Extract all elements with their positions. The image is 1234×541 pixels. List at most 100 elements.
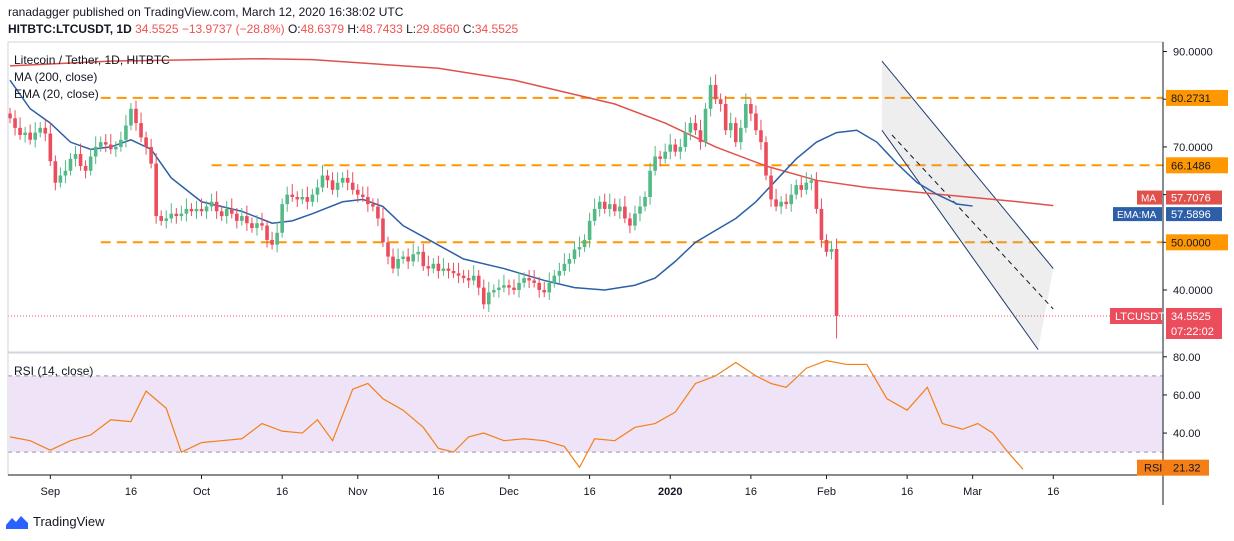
candle-body [713,84,718,100]
candle-body [708,84,713,109]
candle-body [401,256,405,259]
candle-body [103,142,108,145]
candle-body [355,189,360,195]
time-tick-label: 16 [432,486,444,498]
rsi-tag-box [1137,459,1209,476]
candle-body [431,263,436,269]
ema-tag-box [1166,207,1222,222]
candle-body [658,156,662,159]
channel-lower-line [881,129,1039,350]
tradingview-logo-icon [6,515,28,529]
symbol-ohlc-line: HITBTC:LTCUSDT, 1D 34.5525 −13.9737 (−28… [8,22,518,36]
ema-tag-value: 57.5896 [1171,209,1211,221]
candle-body [366,197,370,205]
candle-body [663,151,667,159]
ema-tag-name-box [1113,207,1162,222]
candle-body [194,208,199,212]
candle-body [68,158,73,171]
candle-body [381,218,385,243]
candle-body [542,290,547,293]
candle-body [295,197,300,200]
rsi-pane: RSI (14, close) [8,360,1163,470]
ma-tag-value: 57.7076 [1171,193,1211,205]
candle-body [794,185,799,195]
tradingview-brand: TradingView [33,514,105,529]
candle-body [350,182,355,190]
candle-body [451,270,456,274]
rsi-tag-value: 21.32 [1173,463,1201,475]
candle-body [149,146,153,164]
ma-tag-name: MA [1141,194,1156,205]
time-tick-label: Nov [348,486,368,498]
level-tag-label: 80.2731 [1171,93,1211,105]
candle-body [834,248,839,316]
candle-body [673,144,678,152]
candle-body [587,220,592,240]
candle-body [119,139,123,147]
candle-body [487,292,491,305]
candle-body [109,144,113,150]
candle-body [532,280,536,283]
candle-body [376,206,380,219]
symbol-tag [1110,307,1162,324]
candle-body [335,182,340,190]
candle-body [396,259,400,269]
candle-body [789,194,793,205]
candle-body [139,123,143,138]
tradingview-logo[interactable]: TradingView [6,514,105,529]
candle-body [214,201,219,212]
symbol-tag-label: LTCUSDT [1115,311,1165,323]
candle-body [769,175,773,200]
candle-body [527,278,531,281]
main-pane [8,57,1163,350]
ma-tag-box [1166,190,1222,205]
symbol-name: HITBTC:LTCUSDT, 1D [8,22,132,36]
candle-body [159,216,163,221]
candle-body [300,197,305,200]
candle-body [224,208,229,217]
candle-body [537,282,541,290]
open-value: 48.6379 [300,22,345,36]
axis-layer: 40.000050.000060.000070.000080.000090.00… [7,41,1228,505]
candle-body [582,239,587,248]
candle-body [124,125,128,140]
candle-body [88,156,93,171]
candle-body [688,123,693,133]
candle-body [552,275,557,283]
candle-body [512,287,516,290]
candle-body [98,142,103,147]
time-tick-label: 2020 [658,486,682,498]
ema-tag-name: EMA:MA [1117,210,1157,221]
rsi-tick-label: 80.00 [1173,352,1201,364]
candle-body [290,194,295,197]
candle-body [754,113,758,131]
candle-body [144,137,148,147]
candle-body [315,187,320,195]
candle-body [129,108,133,126]
candle-body [320,175,325,188]
time-tick-label: 16 [1047,486,1059,498]
candle-body [602,201,607,209]
candle-body [728,123,733,131]
level-tag [1166,234,1228,251]
channel-mid-line [891,134,1054,310]
last-price-tag-label: 34.5525 [1171,311,1211,323]
candle-body [653,156,657,171]
time-tick-label: Feb [817,486,836,498]
candle-body [345,177,350,183]
candle-body [426,266,431,269]
candle-body [53,161,58,183]
countdown-timer: 07:22:02 [1171,326,1214,338]
candle-body [774,199,778,207]
candle-body [643,197,647,207]
candle-body [184,208,189,214]
candle-body [204,206,209,212]
price-tick-label: 90.0000 [1173,47,1213,59]
candle-body [809,180,814,183]
candle-body [597,201,602,209]
candle-body [623,206,627,219]
level-tag-label: 66.1486 [1171,160,1211,172]
candle-body [164,218,169,221]
candle-body [723,104,728,131]
